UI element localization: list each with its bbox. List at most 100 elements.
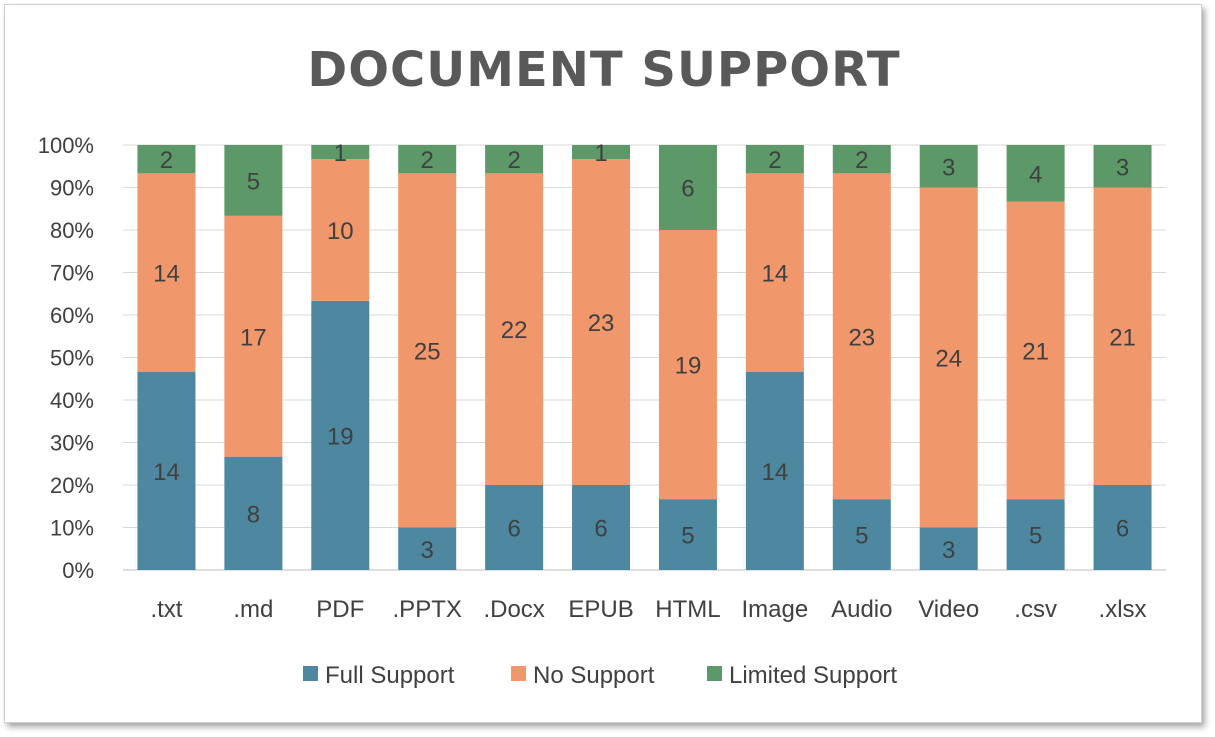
data-label: 21 bbox=[1109, 324, 1136, 351]
data-label: 14 bbox=[153, 459, 180, 486]
data-label: 5 bbox=[681, 523, 694, 550]
data-label: 2 bbox=[768, 147, 781, 174]
bar-segment bbox=[398, 145, 457, 174]
x-tick-label: HTML bbox=[655, 596, 720, 623]
data-label: 3 bbox=[942, 154, 955, 181]
bar-segment bbox=[832, 173, 891, 500]
bar-segment bbox=[745, 371, 804, 570]
data-label: 19 bbox=[675, 353, 702, 380]
x-tick-label: .txt bbox=[150, 596, 182, 623]
bar-segment bbox=[311, 159, 370, 301]
bar-segment bbox=[137, 173, 196, 372]
bar-segment bbox=[485, 485, 544, 570]
data-label: 14 bbox=[762, 261, 789, 288]
data-label: 10 bbox=[327, 218, 354, 245]
legend-swatch bbox=[511, 666, 526, 681]
data-label: 22 bbox=[501, 317, 528, 344]
data-label: 2 bbox=[160, 147, 173, 174]
data-label: 3 bbox=[942, 537, 955, 564]
y-tick-label: 30% bbox=[50, 431, 94, 456]
bar-segment bbox=[572, 145, 631, 160]
bar-segment bbox=[919, 527, 978, 570]
x-tick-label: Audio bbox=[831, 596, 892, 623]
data-label: 2 bbox=[507, 147, 520, 174]
x-tick-label: Video bbox=[918, 596, 979, 623]
legend-swatch bbox=[303, 666, 318, 681]
data-label: 8 bbox=[247, 501, 260, 528]
data-label: 5 bbox=[855, 523, 868, 550]
bar-segment bbox=[1006, 499, 1065, 570]
y-tick-label: 90% bbox=[50, 176, 94, 201]
legend: Full Support No Support Limited Support bbox=[303, 662, 897, 689]
data-label: 5 bbox=[1029, 523, 1042, 550]
x-tick-label: .Docx bbox=[483, 596, 544, 623]
bar-segment bbox=[658, 499, 717, 570]
x-tick-label: EPUB bbox=[568, 596, 633, 623]
bar-segment bbox=[658, 145, 717, 230]
bar-segment bbox=[224, 145, 283, 216]
y-tick-label: 100% bbox=[38, 133, 94, 158]
x-tick-label: .xlsx bbox=[1099, 596, 1147, 623]
data-label: 6 bbox=[594, 516, 607, 543]
legend-label: Full Support bbox=[325, 662, 455, 689]
y-tick-label: 0% bbox=[62, 558, 94, 583]
data-label: 19 bbox=[327, 423, 354, 450]
data-label: 3 bbox=[1116, 154, 1129, 181]
bar-segment bbox=[311, 300, 370, 570]
bar-segment bbox=[1093, 145, 1152, 188]
bar-segment bbox=[398, 173, 457, 528]
y-tick-label: 40% bbox=[50, 388, 94, 413]
data-label: 4 bbox=[1029, 161, 1042, 188]
y-tick-label: 20% bbox=[50, 473, 94, 498]
chart-title: DOCUMENT SUPPORT bbox=[307, 42, 900, 98]
y-tick-label: 80% bbox=[50, 218, 94, 243]
bar-segment bbox=[224, 215, 283, 457]
data-label: 6 bbox=[1116, 516, 1129, 543]
bar-segment bbox=[832, 145, 891, 174]
data-label: 24 bbox=[935, 346, 962, 373]
x-tick-label: .csv bbox=[1014, 596, 1057, 623]
bar-segment bbox=[485, 145, 544, 174]
y-axis-ticks: 0% 10% 20% 30% 40% 50% 60% 70% 80% 90% 100% bbox=[38, 133, 94, 583]
bars bbox=[137, 145, 1152, 570]
data-label: 25 bbox=[414, 338, 441, 365]
data-label: 1 bbox=[594, 140, 607, 167]
data-label: 23 bbox=[588, 310, 615, 337]
data-label: 3 bbox=[421, 537, 434, 564]
bar-segment bbox=[1006, 201, 1065, 500]
data-label: 17 bbox=[240, 324, 267, 351]
bar-segment bbox=[1006, 145, 1065, 202]
bar-segment bbox=[919, 187, 978, 528]
legend-label: Limited Support bbox=[729, 662, 897, 689]
y-tick-label: 10% bbox=[50, 516, 94, 541]
y-tick-label: 70% bbox=[50, 261, 94, 286]
data-label: 6 bbox=[507, 516, 520, 543]
bar-segment bbox=[745, 173, 804, 372]
gridlines bbox=[123, 144, 1166, 571]
bar-segment bbox=[311, 145, 370, 160]
y-tick-label: 50% bbox=[50, 346, 94, 371]
x-tick-label: Image bbox=[742, 596, 809, 623]
data-label: 2 bbox=[421, 147, 434, 174]
data-labels: 1414281751910132526222623151961414252323… bbox=[153, 140, 1136, 564]
x-tick-label: .md bbox=[233, 596, 273, 623]
x-axis-ticks: .txt .md PDF .PPTX .Docx EPUB HTML Image Audio Vi… bbox=[150, 596, 1146, 623]
bar-segment bbox=[1093, 187, 1152, 485]
bar-segment bbox=[572, 485, 631, 570]
data-label: 21 bbox=[1022, 338, 1049, 365]
bar-segment bbox=[572, 159, 631, 485]
bar-segment bbox=[137, 145, 196, 174]
x-tick-label: PDF bbox=[316, 596, 364, 623]
bar-segment bbox=[658, 230, 717, 500]
x-tick-label: .PPTX bbox=[393, 596, 462, 623]
data-label: 23 bbox=[848, 324, 875, 351]
data-label: 1 bbox=[334, 140, 347, 167]
bar-segment bbox=[1093, 485, 1152, 570]
bar-segment bbox=[919, 145, 978, 188]
bar-segment bbox=[398, 527, 457, 570]
bar-segment bbox=[224, 456, 283, 570]
data-label: 14 bbox=[762, 459, 789, 486]
bar-segment bbox=[832, 499, 891, 570]
bar-segment bbox=[745, 145, 804, 174]
data-label: 2 bbox=[855, 147, 868, 174]
